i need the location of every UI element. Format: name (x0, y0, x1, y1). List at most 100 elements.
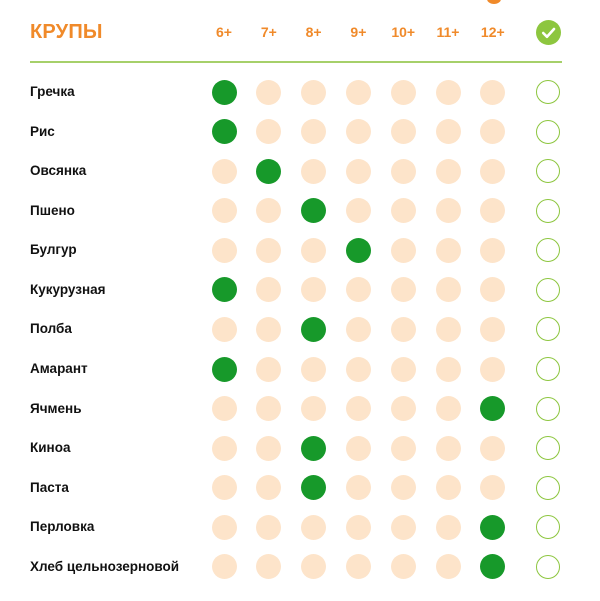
age-marker-dot (211, 119, 237, 145)
age-header: 11+ (436, 24, 460, 40)
empty-dot (256, 198, 282, 224)
table-row: Гречка (0, 72, 600, 112)
empty-dot (256, 237, 282, 263)
empty-dot (345, 119, 371, 145)
empty-dot (480, 237, 506, 263)
empty-dot (211, 198, 237, 224)
table-row: Перловка (0, 507, 600, 547)
age-header: 6+ (216, 24, 232, 40)
done-checkbox[interactable] (536, 238, 560, 263)
empty-dot (390, 237, 416, 263)
age-marker-dot (480, 396, 506, 422)
table-row: Паста (0, 468, 600, 508)
empty-dot (345, 198, 371, 224)
empty-dot (345, 316, 371, 342)
empty-dot (256, 554, 282, 580)
empty-dot (480, 435, 506, 461)
empty-dot (345, 396, 371, 422)
age-marker-dot (345, 237, 371, 263)
check-circle-icon (536, 20, 561, 45)
empty-dot (301, 356, 327, 382)
empty-dot (256, 396, 282, 422)
empty-dot (435, 356, 461, 382)
age-marker-dot (301, 435, 327, 461)
empty-dot (435, 514, 461, 540)
age-marker-dot (301, 316, 327, 342)
empty-dot (211, 237, 237, 263)
empty-dot (301, 277, 327, 303)
row-label: Ячмень (30, 400, 82, 416)
header-divider (30, 61, 562, 63)
empty-dot (301, 237, 327, 263)
done-checkbox[interactable] (536, 119, 560, 144)
age-header: 9+ (350, 24, 367, 40)
done-checkbox[interactable] (536, 198, 560, 223)
empty-dot (480, 277, 506, 303)
empty-dot (480, 198, 506, 224)
empty-dot (345, 514, 371, 540)
empty-dot (256, 316, 282, 342)
empty-dot (256, 435, 282, 461)
empty-dot (435, 316, 461, 342)
empty-dot (211, 475, 237, 501)
empty-dot (345, 554, 371, 580)
empty-dot (390, 79, 416, 105)
done-checkbox[interactable] (536, 159, 560, 184)
done-checkbox[interactable] (536, 515, 560, 540)
done-checkbox[interactable] (536, 80, 560, 104)
empty-dot (480, 158, 506, 184)
empty-dot (345, 79, 371, 105)
empty-dot (211, 158, 237, 184)
empty-dot (435, 435, 461, 461)
empty-dot (435, 554, 461, 580)
empty-dot (435, 277, 461, 303)
age-header: 7+ (260, 24, 277, 40)
row-label: Овсянка (30, 163, 87, 179)
empty-dot (435, 237, 461, 263)
empty-dot (480, 316, 506, 342)
row-label: Перловка (30, 519, 95, 535)
empty-dot (390, 316, 416, 342)
empty-dot (390, 158, 416, 184)
empty-dot (345, 475, 371, 501)
empty-dot (435, 396, 461, 422)
empty-dot (301, 119, 327, 145)
age-header: 12+ (480, 24, 505, 40)
table-row: Булгур (0, 230, 600, 270)
table-row: Полба (0, 309, 600, 349)
empty-dot (211, 316, 237, 342)
done-checkbox[interactable] (536, 475, 560, 500)
table-row: Кукурузная (0, 270, 600, 310)
table-row: Киноа (0, 428, 600, 468)
done-checkbox[interactable] (536, 277, 560, 302)
empty-dot (435, 119, 461, 145)
empty-dot (390, 554, 416, 580)
empty-dot (301, 554, 327, 580)
table-row: Хлеб цельнозерновой (0, 547, 600, 587)
done-checkbox[interactable] (536, 317, 560, 342)
row-label: Кукурузная (30, 281, 106, 297)
empty-dot (435, 79, 461, 105)
empty-dot (301, 79, 327, 105)
row-label: Киноа (30, 440, 71, 456)
done-checkbox[interactable] (536, 396, 560, 421)
empty-dot (301, 514, 327, 540)
table-row: Амарант (0, 349, 600, 389)
empty-dot (390, 514, 416, 540)
done-checkbox[interactable] (536, 554, 560, 579)
empty-dot (390, 119, 416, 145)
done-checkbox[interactable] (536, 436, 560, 461)
empty-dot (345, 435, 371, 461)
done-checkbox[interactable] (536, 357, 560, 382)
empty-dot (390, 356, 416, 382)
empty-dot (256, 514, 282, 540)
empty-dot (435, 158, 461, 184)
orange-shape (487, 0, 501, 4)
empty-dot (211, 396, 237, 422)
empty-dot (301, 396, 327, 422)
empty-dot (435, 475, 461, 501)
checkmark-icon (541, 27, 556, 39)
empty-dot (435, 198, 461, 224)
age-marker-dot (301, 475, 327, 501)
